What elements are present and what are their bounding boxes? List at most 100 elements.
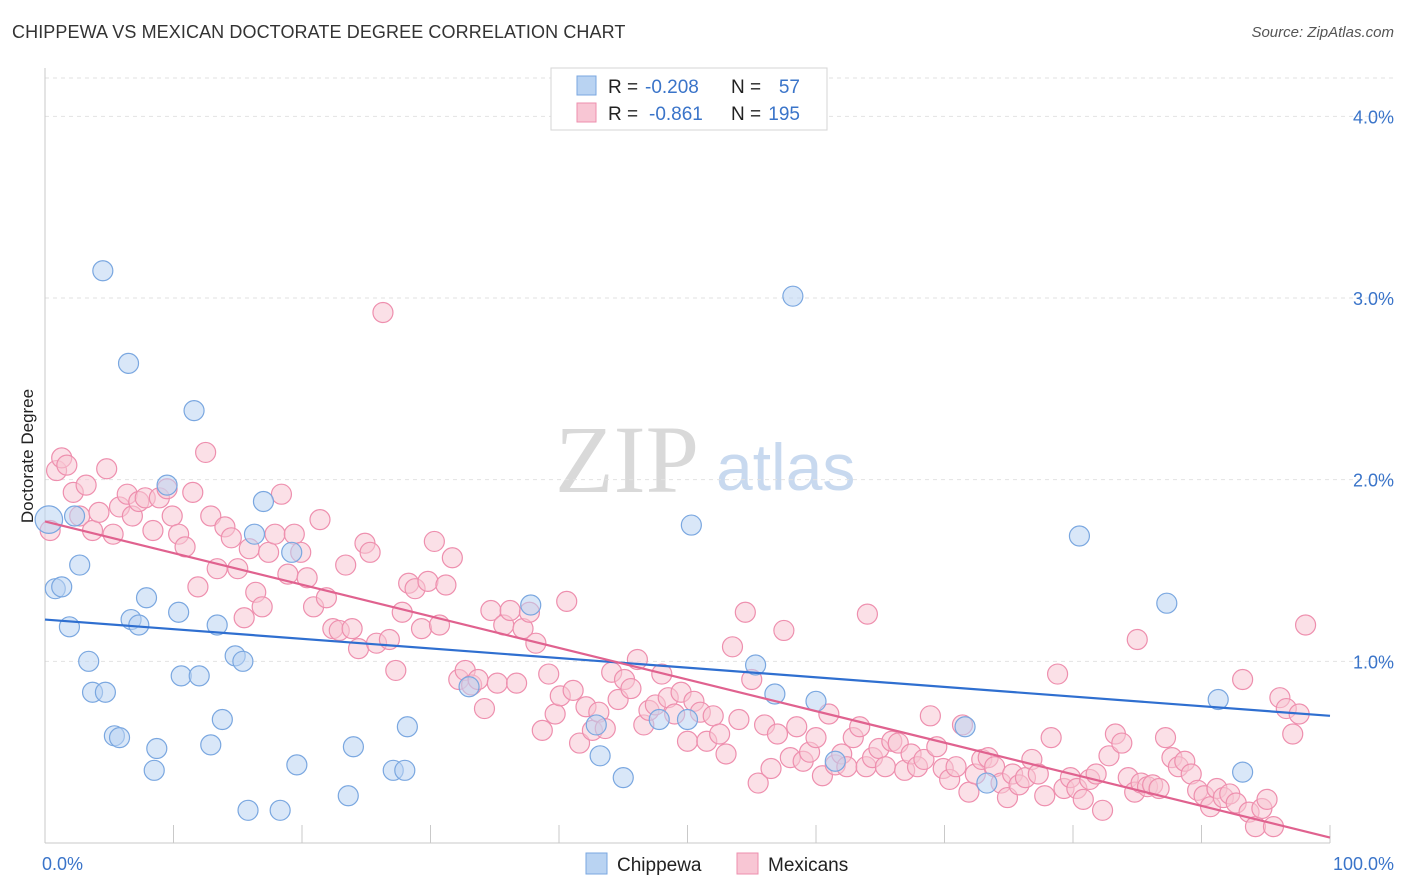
mexicans-point <box>296 567 318 589</box>
chippewa-point <box>745 654 767 676</box>
mexicans-point <box>88 501 110 523</box>
mexicans-point <box>486 672 508 694</box>
mexicans-point <box>335 554 357 576</box>
y-tick-label: 1.0% <box>1353 652 1394 672</box>
mexicans-point <box>1294 614 1317 636</box>
mexicans-point <box>531 719 553 741</box>
y-tick-label: 2.0% <box>1353 471 1394 491</box>
chippewa-point <box>954 716 976 738</box>
mexicans-point <box>568 732 591 754</box>
mexicans-point <box>1098 745 1120 767</box>
x-tick-label-min: 0.0% <box>42 854 83 874</box>
mexicans-point <box>620 677 642 700</box>
legend-n-label-chippewa: N = <box>731 77 761 98</box>
mexicans-point <box>709 723 731 745</box>
y-tick-label: 4.0% <box>1353 107 1394 127</box>
mexicans-point <box>257 541 280 563</box>
mexicans-point <box>1034 785 1056 807</box>
mexicans-point <box>760 757 782 780</box>
mexicans-point <box>473 697 496 720</box>
chippewa-point <box>108 727 131 749</box>
x-tick-label-max: 100.0% <box>1333 854 1394 874</box>
chippewa-point <box>243 523 266 545</box>
mexicans-point <box>786 716 808 738</box>
bottom-legend-swatch-mexicans <box>736 852 759 875</box>
chippewa-point <box>78 650 100 672</box>
mexicans-point <box>75 474 97 496</box>
chippewa-point <box>1232 761 1254 783</box>
chippewa-point <box>824 750 846 772</box>
mexicans-point <box>556 590 578 612</box>
mexicans-point <box>417 570 439 593</box>
legend-box <box>550 67 828 131</box>
mexicans-point <box>187 576 209 598</box>
mexicans-point <box>773 619 795 642</box>
chippewa-point <box>211 708 233 731</box>
chippewa-point <box>170 665 192 687</box>
mexicans-point <box>56 454 78 476</box>
mexicans-point <box>264 523 286 545</box>
gridlines <box>45 77 1394 662</box>
source-credit: Source: ZipAtlas.com <box>1251 24 1394 41</box>
chippewa-point <box>1156 592 1178 614</box>
chippewa-point <box>156 474 178 496</box>
mexicans-point <box>142 519 164 542</box>
chippewa-point <box>92 260 114 282</box>
y-tick-label: 3.0% <box>1353 289 1394 309</box>
chippewa-point <box>342 736 364 758</box>
mexicans-point <box>161 505 183 527</box>
chart-title: CHIPPEWA VS MEXICAN DOCTORATE DEGREE COR… <box>12 22 626 42</box>
x-ticks <box>44 825 1331 843</box>
chippewa-point <box>34 505 64 534</box>
mexicans-point <box>96 458 118 480</box>
y-axis-title: Doctorate Degree <box>18 389 37 523</box>
chippewa-point <box>232 650 254 672</box>
mexicans-point <box>499 599 521 622</box>
mexicans-point <box>856 603 879 625</box>
chippewa-point <box>676 708 699 731</box>
chippewa-point <box>237 799 259 821</box>
chippewa-point <box>394 759 416 781</box>
mexicans-point <box>423 530 445 553</box>
chippewa-point <box>648 708 670 731</box>
chippewa-trend-line <box>44 618 1331 717</box>
bottom-legend-label-chippewa: Chippewa <box>617 855 702 876</box>
mexicans-point <box>1072 788 1094 811</box>
chippewa-point <box>168 601 190 623</box>
mexicans-point <box>1027 763 1049 785</box>
mexicans-point <box>220 527 242 549</box>
series-mexicans-points <box>39 301 1317 838</box>
mexicans-point <box>1282 723 1304 745</box>
mexicans-point <box>359 541 381 563</box>
chippewa-point <box>252 490 275 513</box>
mexicans-point <box>1126 628 1148 651</box>
watermark: ZIP atlas <box>555 406 855 513</box>
mexicans-point <box>441 547 463 569</box>
mexicans-point <box>309 509 331 531</box>
mexicans-point <box>341 618 363 640</box>
bottom-legend-swatch-chippewa <box>585 852 608 875</box>
mexicans-point <box>1232 668 1254 691</box>
mexicans-point <box>251 596 273 618</box>
mexicans-point <box>919 705 941 727</box>
chippewa-point <box>281 541 303 563</box>
mexicans-point <box>1046 663 1069 685</box>
mexicans-point <box>721 636 744 658</box>
mexicans-point <box>391 601 413 623</box>
mexicans-point <box>233 607 255 629</box>
chippewa-point <box>94 681 116 703</box>
chippewa-point <box>117 352 140 374</box>
series-legend: Chippewa Mexicans <box>585 852 848 876</box>
chippewa-point <box>188 665 210 687</box>
legend-n-label-mexicans: N = <box>731 104 761 125</box>
mexicans-point <box>270 483 293 505</box>
chippewa-point <box>337 785 359 807</box>
chippewa-point <box>976 772 998 794</box>
mexicans-point <box>958 781 980 803</box>
mexicans-point <box>538 663 560 685</box>
mexicans-point <box>200 505 222 527</box>
mexicans-point <box>505 672 528 694</box>
chippewa-point <box>1207 688 1229 711</box>
legend-swatch-chippewa <box>576 75 597 96</box>
y-tick-labels: 1.0% 2.0% 3.0% 4.0% <box>1353 107 1394 672</box>
